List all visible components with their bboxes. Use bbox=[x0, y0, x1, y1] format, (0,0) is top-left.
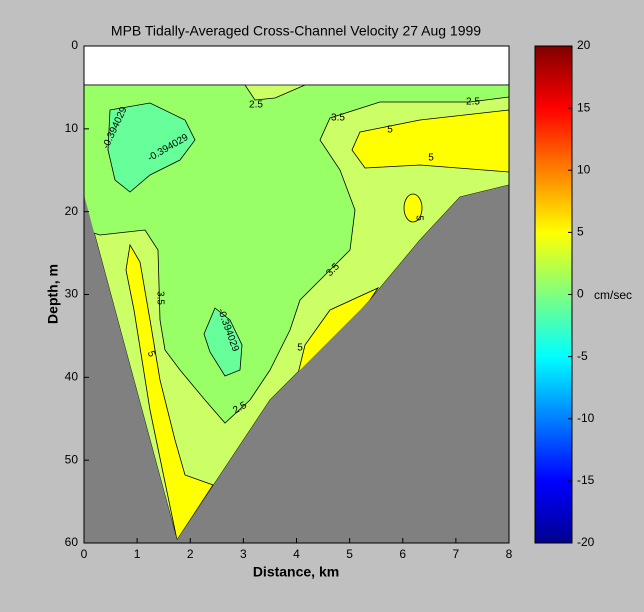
x-tick-label: 4 bbox=[293, 547, 300, 561]
colorbar-tick-label: -15 bbox=[577, 473, 595, 487]
x-tick-label: 8 bbox=[506, 547, 513, 561]
x-tick-label: 3 bbox=[240, 547, 247, 561]
band bbox=[107, 102, 196, 193]
contour-label: 2.5 bbox=[466, 97, 480, 108]
y-tick-label: 50 bbox=[65, 452, 79, 466]
band bbox=[203, 307, 243, 377]
x-tick-label: 2 bbox=[187, 547, 194, 561]
y-tick-label: 30 bbox=[65, 287, 79, 301]
band bbox=[125, 243, 214, 542]
x-tick-label: 1 bbox=[134, 547, 141, 561]
bottom bbox=[84, 185, 509, 543]
x-tick-label: 6 bbox=[399, 547, 406, 561]
contour-label: 3.5 bbox=[331, 113, 345, 124]
band bbox=[83, 84, 510, 424]
colorbar-label: cm/sec bbox=[594, 288, 632, 302]
x-tick-label: 5 bbox=[346, 547, 353, 561]
colorbar-tick-label: 0 bbox=[577, 287, 584, 301]
colorbar-tick-label: 15 bbox=[577, 100, 591, 114]
x-tick-label: 0 bbox=[81, 547, 88, 561]
colorbar-tick-label: -10 bbox=[577, 411, 595, 425]
band bbox=[403, 193, 423, 223]
x-tick-label: 7 bbox=[453, 547, 460, 561]
y-tick-label: 0 bbox=[71, 38, 78, 52]
contour-label: 5 bbox=[387, 125, 393, 136]
contour-label: 5 bbox=[297, 343, 303, 354]
y-tick-label: 10 bbox=[65, 121, 79, 135]
y-axis-label: Depth, m bbox=[45, 264, 61, 324]
x-axis-label: Distance, km bbox=[253, 564, 339, 580]
contour-label: 2.5 bbox=[249, 100, 263, 111]
contour-label: 3.5 bbox=[154, 291, 165, 305]
y-tick-label: 20 bbox=[65, 204, 79, 218]
band bbox=[351, 109, 510, 173]
colorbar-tick-label: 5 bbox=[577, 225, 584, 239]
chart-title: MPB Tidally-Averaged Cross-Channel Veloc… bbox=[111, 23, 481, 39]
contour-label: 5 bbox=[428, 153, 434, 164]
colorbar-tick-label: -5 bbox=[577, 349, 588, 363]
y-tick-label: 60 bbox=[65, 535, 79, 549]
contour-label: 5 bbox=[413, 215, 424, 221]
colorbar bbox=[534, 45, 573, 544]
colorbar-tick-label: 10 bbox=[577, 162, 591, 176]
y-tick-label: 40 bbox=[65, 370, 79, 384]
colorbar-tick-label: 20 bbox=[577, 38, 591, 52]
colorbar-tick-label: -20 bbox=[577, 535, 595, 549]
contour-label: 5 bbox=[145, 350, 157, 359]
